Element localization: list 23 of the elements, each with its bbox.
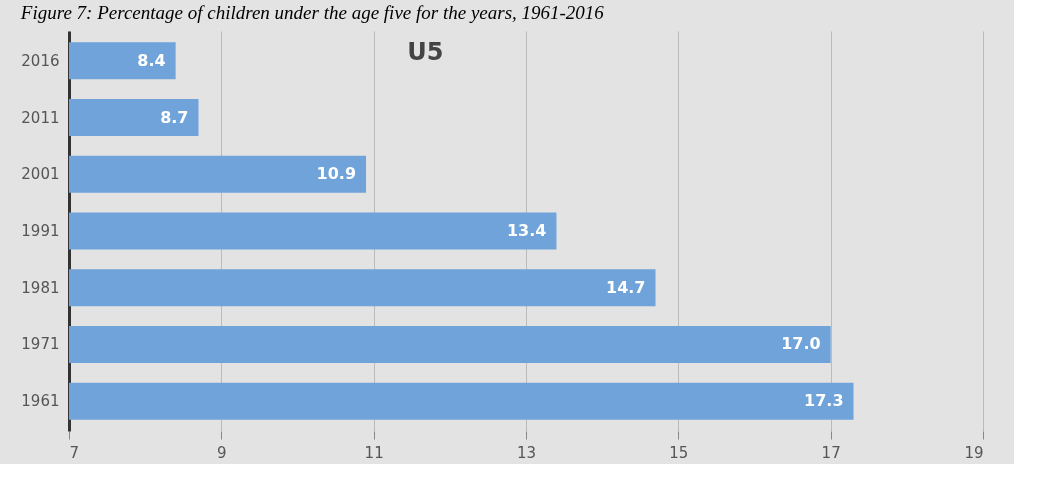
data-label: 8.4 [137,50,166,70]
annotation: U5 [407,38,444,66]
x-tick-label: 15 [669,443,689,462]
data-label: 8.7 [160,107,189,127]
x-tick-label: 17 [821,443,841,462]
y-tick-label: 1991 [21,222,60,240]
data-label: 13.4 [506,221,547,240]
chart-title: Figure 7: Percentage of children under the age five for the years, 1961-2016 [19,2,605,23]
data-label: 17.0 [781,334,821,354]
y-tick-label: 1981 [21,278,60,297]
x-tick-label: 19 [964,443,984,462]
y-tick-label: 1971 [21,335,60,354]
y-tick-label: 1961 [21,392,60,411]
data-label: 14.7 [606,277,646,297]
y-tick-label: 2001 [21,165,60,184]
y-tick-label: 2016 [21,51,60,70]
y-tick-label: 2011 [21,108,60,127]
data-label: 17.3 [804,391,844,411]
data-label: 10.9 [316,164,357,184]
x-tick-label: 11 [364,443,384,462]
x-tick-label: 9 [217,443,227,462]
x-tick-label: 13 [516,443,537,462]
x-tick-label: 7 [69,443,80,462]
